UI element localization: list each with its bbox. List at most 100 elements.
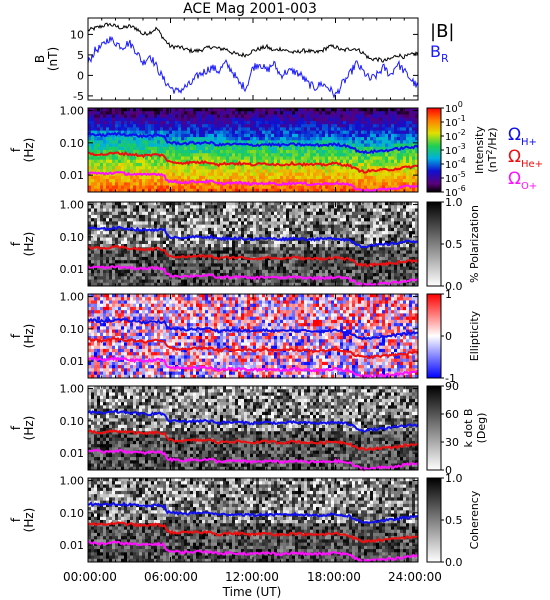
heatmap-cell [91,150,95,154]
heatmap-cell [346,124,350,128]
heatmap-cell [376,143,380,148]
heatmap-cell [211,263,215,268]
heatmap-cell [262,279,266,284]
heatmap-cell [244,137,248,141]
heatmap-cell [211,172,215,177]
heatmap-cell [298,273,302,277]
heatmap-cell [115,166,119,170]
heatmap-cell [313,227,317,232]
heatmap-cell [271,218,275,222]
heatmap-cell [139,188,143,193]
y-tick-label: 10 [70,28,84,41]
heatmap-cell [181,159,185,164]
heatmap-cell [148,208,152,213]
heatmap-cell [295,273,299,277]
heatmap-cell [172,156,176,161]
heatmap-cell [397,117,401,122]
heatmap-cell [253,244,257,248]
heatmap-cell [208,279,212,284]
heatmap-cell [178,114,182,119]
heatmap-cell [109,159,113,164]
heatmap-cell [115,250,119,255]
heatmap-cell [190,250,194,255]
heatmap-cell [208,231,212,235]
heatmap-cell [127,282,131,287]
heatmap-cell [103,162,107,167]
heatmap-cell [229,162,233,167]
heatmap-cell [166,185,170,190]
heatmap-cell [256,282,260,287]
heatmap-cell [241,282,245,287]
heatmap-cell [301,214,305,219]
heatmap-cell [280,247,284,251]
heatmap-cell [229,166,233,170]
heatmap-cell [259,137,263,141]
heatmap-cell [193,247,197,251]
heatmap-cell [235,140,239,144]
series-line-b-total [87,22,419,63]
heatmap-cell [154,162,158,167]
heatmap-cell [265,269,269,274]
heatmap-cell [385,133,389,138]
heatmap-cell [94,166,98,170]
y-tick-label: 0 [77,69,84,82]
heatmap-cell [154,240,158,245]
heatmap-cell [211,124,215,128]
heatmap-cell [274,208,278,213]
heatmap-cell [217,140,221,144]
heatmap-cell [250,114,254,119]
heatmap-cell [373,108,377,112]
heatmap-cell [199,188,203,193]
heatmap-cell [112,282,116,287]
heatmap-cell [265,205,269,209]
heatmap-cell [388,146,392,151]
heatmap-cell [193,169,197,174]
heatmap-cell [406,137,410,141]
heatmap-cell [277,175,281,180]
heatmap-cell [415,166,419,170]
heatmap-cell [226,188,230,193]
heatmap-cell [307,250,311,255]
heatmap-cell [346,140,350,144]
heatmap-cell [376,111,380,115]
heatmap-cell [409,137,413,141]
heatmap-cell [406,172,410,177]
heatmap-cell [283,159,287,164]
heatmap-cell [388,111,392,115]
heatmap-cell [292,185,296,190]
heatmap-cell [307,137,311,141]
heatmap-cell [406,133,410,138]
heatmap-cell [265,156,269,161]
heatmap-cell [382,156,386,161]
heatmap-cell [337,156,341,161]
heatmap-cell [292,266,296,271]
heatmap-cell [148,237,152,242]
heatmap-cell [394,111,398,115]
heatmap-cell [166,130,170,135]
heatmap-cell [343,179,347,183]
heatmap-cell [220,175,224,180]
heatmap-cell [211,237,215,242]
heatmap-cell [265,175,269,180]
heatmap-cell [133,224,137,229]
heatmap-cell [94,111,98,115]
heatmap-cell [127,224,131,229]
heatmap-cell [109,153,113,157]
heatmap-cell [121,266,125,271]
heatmap-cell [259,146,263,151]
heatmap-cell [208,218,212,222]
heatmap-cell [112,124,116,128]
heatmap-cell [136,240,140,245]
heatmap-cell [106,263,110,268]
heatmap-cell [271,166,275,170]
heatmap-cell [271,224,275,229]
heatmap-cell [157,159,161,164]
heatmap-cell [358,117,362,122]
heatmap-cell [199,273,203,277]
heatmap-cell [283,244,287,248]
heatmap-cell [289,159,293,164]
heatmap-cell [109,269,113,274]
heatmap-cell [211,175,215,180]
heatmap-cell [286,227,290,232]
heatmap-cell [172,120,176,125]
